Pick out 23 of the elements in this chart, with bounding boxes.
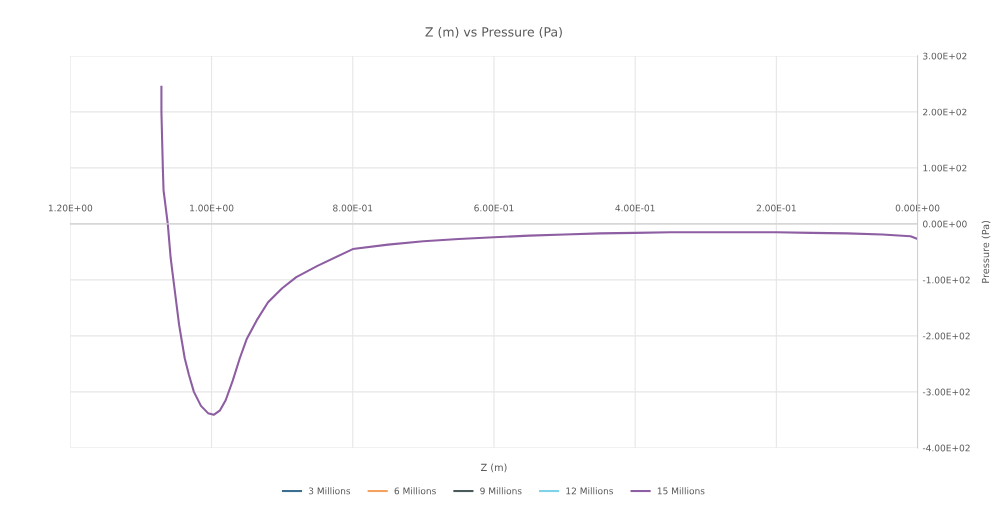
y-tick-label: -4.00E+02 xyxy=(922,444,970,452)
x-tick-label: 2.00E-01 xyxy=(756,204,796,212)
y-tick-label: 0.00E+00 xyxy=(923,220,967,228)
x-tick-label: 6.00E-01 xyxy=(474,204,514,212)
y-tick-label: 2.00E+02 xyxy=(923,108,967,116)
y-tick-label: -2.00E+02 xyxy=(922,332,970,340)
legend-label: 12 Millions xyxy=(566,487,614,495)
x-tick-label: 4.00E-01 xyxy=(615,204,655,212)
x-tick-label: 1.20E+00 xyxy=(48,204,93,212)
x-tick-label: 1.00E+00 xyxy=(190,204,234,212)
y-tick-label: -3.00E+02 xyxy=(922,388,970,396)
legend-label: 9 Millions xyxy=(480,487,522,495)
x-tick-label: 8.00E-01 xyxy=(333,204,373,212)
legend-label: 6 Millions xyxy=(394,487,436,495)
y-tick-label: 3.00E+02 xyxy=(923,52,967,60)
y-tick-label: 1.00E+02 xyxy=(923,164,967,172)
y-axis-title: Pressure (Pa) xyxy=(981,220,991,283)
x-axis-title: Z (m) xyxy=(480,463,507,473)
legend-label: 3 Millions xyxy=(308,487,351,495)
legend-label: 15 Millions xyxy=(657,487,705,495)
chart-title: Z (m) vs Pressure (Pa) xyxy=(425,26,562,39)
y-tick-label: -1.00E+02 xyxy=(922,276,970,284)
x-tick-label: 0.00E+00 xyxy=(895,204,940,212)
